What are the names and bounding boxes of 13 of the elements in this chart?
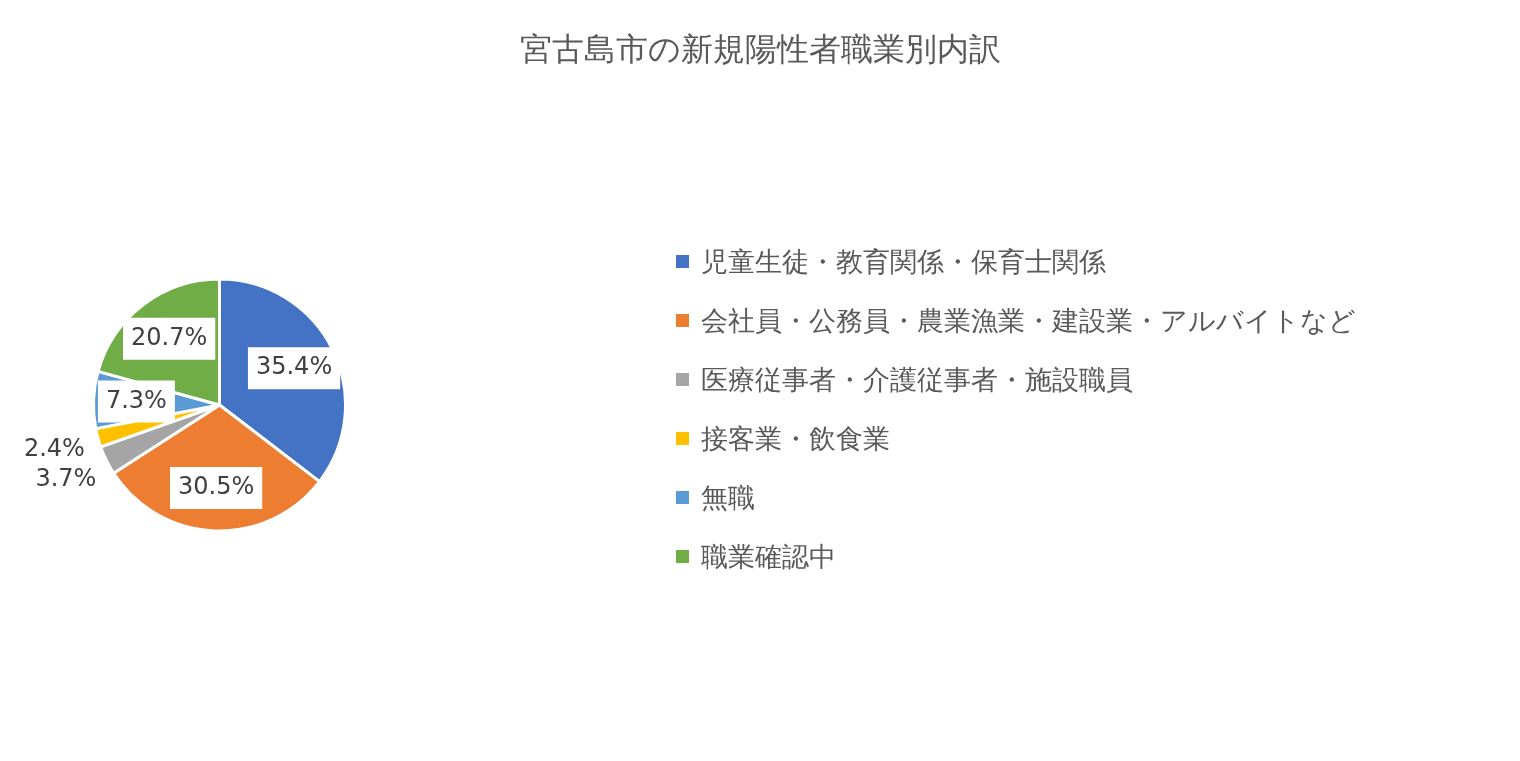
data-label: 35.4%	[255, 352, 333, 381]
data-label: 3.7%	[35, 464, 97, 493]
data-label: 30.5%	[177, 472, 255, 501]
chart-title: 宮古島市の新規陽性者職業別内訳	[518, 29, 1002, 70]
legend-label: 接客業・飲食業	[701, 421, 890, 456]
legend-label: 職業確認中	[701, 539, 836, 574]
legend-label: 児童生徒・教育関係・保育士関係	[701, 244, 1106, 279]
data-label: 20.7%	[131, 323, 208, 352]
data-label: 2.4%	[23, 433, 85, 462]
data-label: 7.3%	[105, 385, 167, 414]
legend-label: 医療従事者・介護従事者・施設職員	[701, 362, 1133, 397]
legend-label: 無職	[701, 480, 755, 515]
legend-label: 会社員・公務員・農業漁業・建設業・アルバイトなど	[701, 303, 1356, 338]
